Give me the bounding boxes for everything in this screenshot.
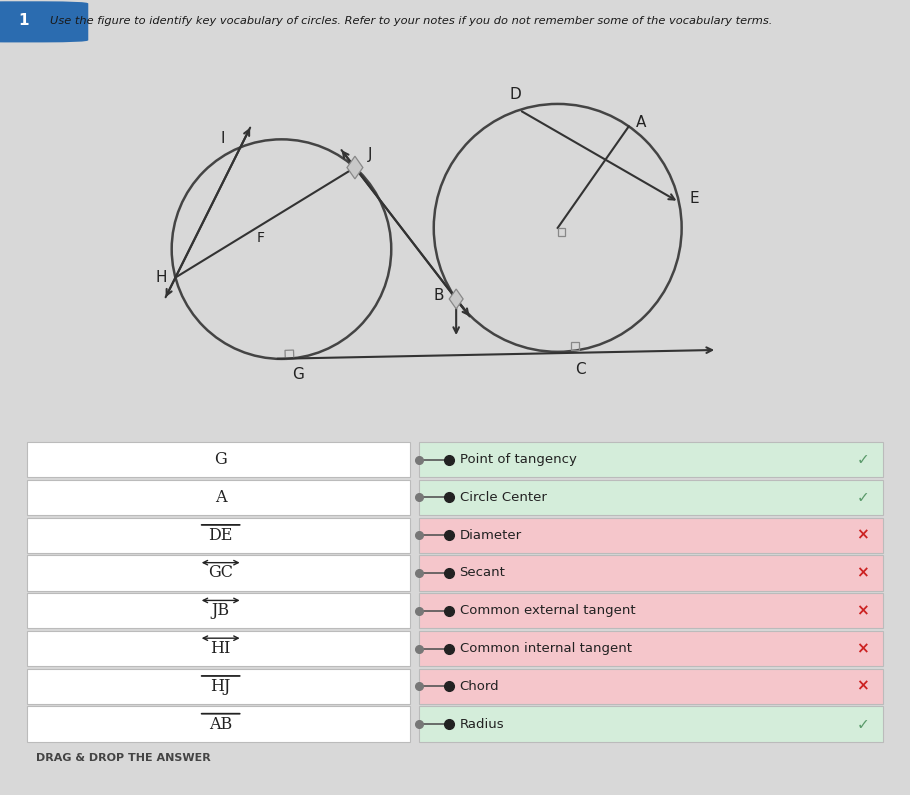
FancyBboxPatch shape	[27, 442, 410, 477]
Text: G: G	[214, 452, 228, 468]
Text: J: J	[369, 147, 373, 162]
Text: G: G	[292, 367, 304, 382]
Text: Point of tangency: Point of tangency	[460, 453, 576, 466]
FancyBboxPatch shape	[27, 631, 410, 666]
FancyBboxPatch shape	[419, 555, 883, 591]
Text: Common external tangent: Common external tangent	[460, 604, 635, 617]
Text: DRAG & DROP THE ANSWER: DRAG & DROP THE ANSWER	[36, 753, 211, 762]
Text: HI: HI	[210, 640, 231, 657]
Text: Use the figure to identify key vocabulary of circles. Refer to your notes if you: Use the figure to identify key vocabular…	[50, 16, 773, 26]
Text: GC: GC	[208, 564, 233, 581]
Text: ✓: ✓	[856, 716, 869, 731]
Polygon shape	[347, 156, 363, 179]
Text: ✓: ✓	[856, 452, 869, 467]
FancyBboxPatch shape	[419, 442, 883, 477]
Text: Secant: Secant	[460, 567, 505, 580]
Text: ×: ×	[856, 528, 869, 543]
Text: Chord: Chord	[460, 680, 500, 692]
Text: DE: DE	[208, 527, 233, 544]
Text: I: I	[220, 131, 225, 146]
Text: C: C	[575, 363, 586, 378]
Bar	[558, 228, 565, 235]
Text: A: A	[215, 489, 227, 506]
FancyBboxPatch shape	[419, 707, 883, 742]
Text: HJ: HJ	[210, 678, 231, 695]
Text: ×: ×	[856, 641, 869, 656]
FancyBboxPatch shape	[419, 518, 883, 553]
Text: 1: 1	[18, 14, 29, 29]
Text: ×: ×	[856, 603, 869, 619]
FancyBboxPatch shape	[27, 669, 410, 704]
FancyBboxPatch shape	[419, 669, 883, 704]
Text: E: E	[690, 191, 699, 206]
Text: F: F	[257, 231, 264, 246]
Text: A: A	[636, 115, 647, 130]
Text: AB: AB	[209, 716, 232, 732]
Text: H: H	[156, 270, 167, 285]
Bar	[571, 342, 580, 350]
Text: Diameter: Diameter	[460, 529, 521, 541]
FancyBboxPatch shape	[27, 707, 410, 742]
Text: ✓: ✓	[856, 490, 869, 505]
Text: ×: ×	[856, 565, 869, 580]
Text: Radius: Radius	[460, 718, 504, 731]
Polygon shape	[450, 289, 463, 309]
Text: JB: JB	[212, 603, 229, 619]
FancyBboxPatch shape	[419, 593, 883, 628]
FancyBboxPatch shape	[0, 2, 88, 42]
FancyBboxPatch shape	[27, 518, 410, 553]
Text: B: B	[433, 288, 444, 303]
FancyBboxPatch shape	[27, 479, 410, 515]
FancyBboxPatch shape	[419, 631, 883, 666]
FancyBboxPatch shape	[419, 479, 883, 515]
Text: Common internal tangent: Common internal tangent	[460, 642, 632, 655]
FancyBboxPatch shape	[27, 593, 410, 628]
Text: ×: ×	[856, 679, 869, 694]
FancyBboxPatch shape	[27, 555, 410, 591]
Text: Circle Center: Circle Center	[460, 491, 546, 504]
Text: D: D	[510, 87, 521, 102]
